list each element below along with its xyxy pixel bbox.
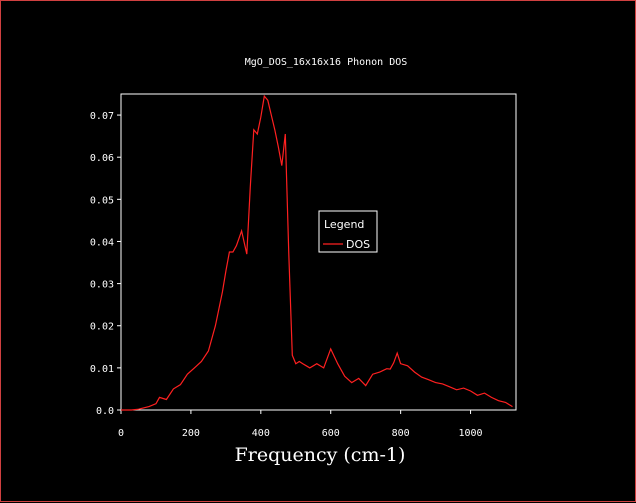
x-axis: 0 200 400 600 800 1000 — [118, 410, 483, 439]
legend: Legend DOS — [318, 210, 378, 253]
x-tick-label: 600 — [322, 428, 340, 439]
x-tick-label: 1000 — [459, 428, 483, 439]
x-tick-label: 0 — [118, 428, 124, 439]
y-tick-label: 0.02 — [90, 322, 114, 333]
y-tick-label: 0.06 — [90, 153, 114, 164]
plot-area — [120, 93, 517, 411]
legend-dos-label: DOS — [346, 238, 370, 251]
y-tick-label: 0.04 — [90, 237, 114, 248]
legend-title: Legend — [324, 218, 364, 231]
x-tick-label: 800 — [392, 428, 410, 439]
x-tick-label: 200 — [182, 428, 200, 439]
y-axis: 0.0 0.01 0.02 0.03 0.04 0.05 0.06 0.07 — [90, 111, 121, 417]
dos-series-line — [121, 94, 513, 411]
y-tick-label: 0.05 — [90, 195, 114, 206]
legend-box — [318, 210, 378, 253]
y-tick-label: 0.01 — [90, 364, 114, 375]
y-tick-label: 0.0 — [96, 406, 114, 417]
y-tick-label: 0.07 — [90, 111, 114, 122]
y-tick-label: 0.03 — [90, 280, 114, 291]
x-tick-label: 400 — [252, 428, 270, 439]
x-axis-label: Frequency (cm-1) — [235, 444, 406, 466]
chart-title: MgO_DOS_16x16x16 Phonon DOS — [245, 57, 408, 68]
